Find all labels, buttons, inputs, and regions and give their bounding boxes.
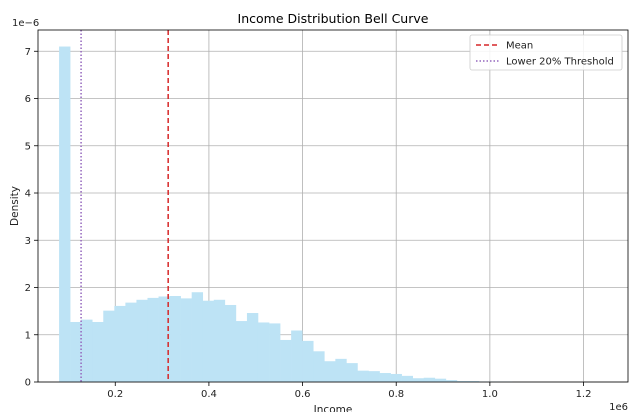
histogram-bar — [158, 296, 170, 382]
histogram-bar — [92, 321, 104, 382]
x-offset-label: 1e6 — [609, 402, 628, 412]
histogram-bar — [125, 302, 137, 382]
y-axis-label: Density — [9, 186, 21, 226]
histogram-bar — [180, 298, 192, 382]
histogram-bar — [246, 313, 259, 382]
y-tick-label: 7 — [25, 47, 31, 58]
histogram-bar — [191, 292, 204, 382]
x-tick-label: 0.4 — [201, 389, 217, 400]
histogram-bar — [70, 321, 82, 382]
histogram-bar — [114, 305, 126, 382]
histogram-bar — [368, 371, 380, 382]
histogram-bar — [59, 46, 71, 382]
histogram-bar — [324, 361, 336, 382]
legend-threshold-label: Lower 20% Threshold — [506, 57, 614, 68]
histogram-bar — [257, 322, 270, 382]
histogram-bar — [103, 310, 115, 382]
y-tick-label: 5 — [25, 141, 31, 152]
histogram-bar — [213, 299, 226, 382]
histogram-bar — [224, 304, 237, 382]
y-tick-label: 1 — [25, 330, 31, 341]
histogram-bar — [202, 300, 215, 382]
histogram-bar — [412, 378, 425, 382]
legend-box — [469, 34, 623, 71]
histogram-bar — [81, 319, 93, 382]
histogram-bar — [467, 381, 480, 382]
histogram-bar — [379, 373, 391, 382]
histogram-bar — [302, 340, 314, 382]
x-tick-label: 0.6 — [295, 389, 311, 400]
reference-lines — [80, 30, 169, 382]
histogram-bar — [280, 339, 292, 382]
histogram-bar — [445, 380, 458, 382]
y-tick-label: 3 — [25, 236, 31, 247]
x-tick-label: 0.2 — [107, 389, 123, 400]
histogram-bar — [136, 299, 148, 382]
x-tick-label: 1.2 — [576, 389, 592, 400]
y-tick-label: 6 — [25, 94, 31, 105]
histogram-bar — [456, 381, 469, 382]
plot-frame — [37, 29, 629, 383]
x-tick-label: 1.0 — [482, 389, 498, 400]
x-tick-label: 0.8 — [388, 389, 404, 400]
histogram-bar — [313, 351, 325, 382]
axis-ticks: 0.2 0.4 0.6 0.8 1.0 1.2 0 1 2 3 4 5 6 7 — [25, 47, 592, 400]
histogram-bar — [147, 297, 159, 382]
chart-title: Income Distribution Bell Curve — [238, 11, 429, 26]
histogram-bar — [291, 330, 303, 382]
histogram-bar — [434, 378, 447, 382]
histogram-bar — [269, 323, 281, 382]
y-offset-label: 1e−6 — [12, 18, 39, 29]
x-axis-label: Income — [314, 404, 353, 412]
histogram-bar — [346, 363, 358, 382]
histogram-bar — [357, 370, 369, 382]
histogram-bar — [401, 375, 413, 382]
legend: Mean Lower 20% Threshold — [469, 34, 623, 71]
histogram-bar — [169, 296, 181, 382]
y-tick-label: 0 — [25, 378, 31, 389]
histogram-bar — [423, 377, 436, 382]
histogram-bar — [235, 321, 248, 382]
histogram-bar — [390, 373, 402, 382]
y-tick-label: 2 — [25, 283, 31, 294]
legend-mean-label: Mean — [506, 41, 533, 52]
histogram-bars — [59, 46, 513, 382]
histogram-bar — [335, 358, 347, 382]
y-tick-label: 4 — [25, 189, 31, 200]
